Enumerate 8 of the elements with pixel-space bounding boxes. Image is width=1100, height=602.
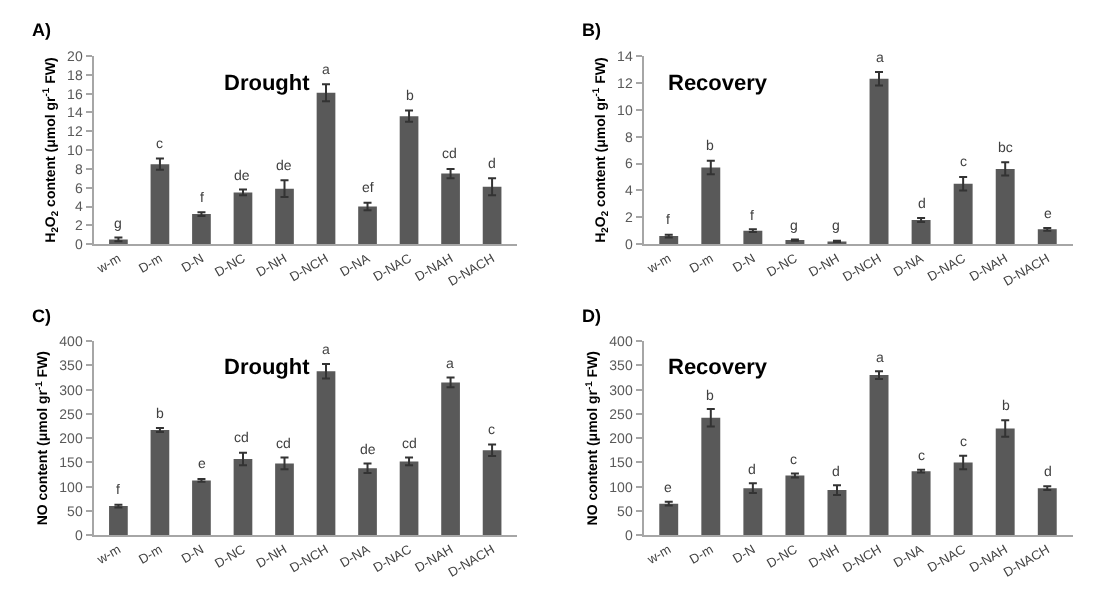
text: C) [32, 306, 51, 326]
text: D) [582, 306, 601, 326]
text: Recovery [668, 72, 769, 96]
text: A) [32, 20, 51, 40]
text: Recovery [668, 356, 769, 380]
text: Drought [224, 356, 311, 380]
text: Drought [224, 72, 311, 96]
text: B) [582, 20, 601, 40]
